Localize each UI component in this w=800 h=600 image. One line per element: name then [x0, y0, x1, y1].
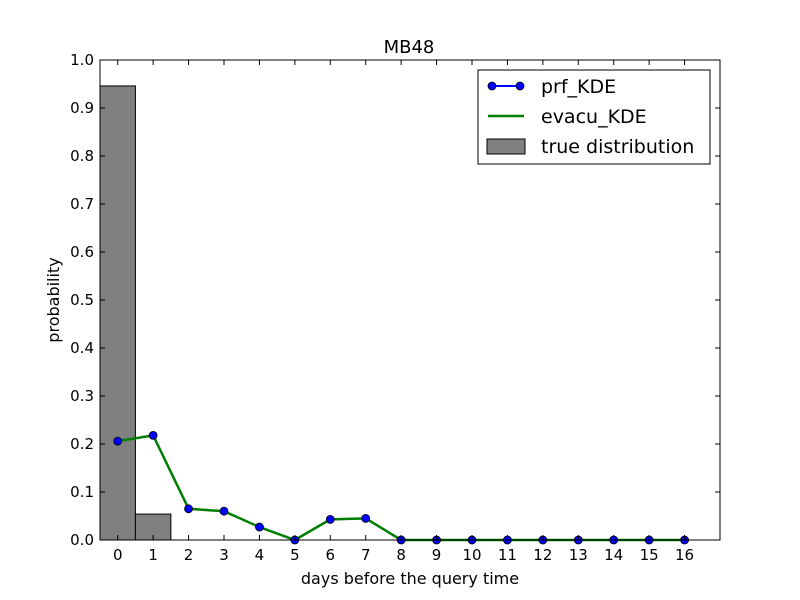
x-tick-label-16: 16	[675, 546, 694, 564]
x-tick-label-5: 5	[290, 546, 300, 564]
bars-layer	[99, 85, 172, 541]
x-tick-label-10: 10	[462, 546, 481, 564]
ticks-layer: 0 1 2 3 4 5 6 7 8 9 10 11 12 13 14 15 160.00.10.20.30.40…	[70, 51, 720, 564]
point-prf-kde-0	[113, 436, 123, 446]
x-tick-label-3: 3	[219, 546, 229, 564]
legend-true-distribution-swatch	[486, 138, 526, 155]
x-tick-label-9: 9	[432, 546, 442, 564]
legend-evacu-kde-label: evacu_KDE	[541, 106, 647, 128]
y-tick-label-0.6: 0.6	[70, 243, 94, 261]
x-tick-label-13: 13	[569, 546, 588, 564]
y-tick-label-1.0: 1.0	[70, 51, 94, 69]
x-tick-label-1: 1	[148, 546, 158, 564]
y-tick-label-0.3: 0.3	[70, 387, 94, 405]
legend-prf-kde-label: prf_KDE	[541, 76, 616, 98]
x-tick-label-0: 0	[113, 546, 123, 564]
x-tick-label-12: 12	[533, 546, 552, 564]
point-prf-kde-3	[219, 506, 229, 516]
y-tick-label-0.4: 0.4	[70, 339, 94, 357]
x-tick-label-2: 2	[184, 546, 194, 564]
x-tick-label-8: 8	[396, 546, 406, 564]
x-tick-label-14: 14	[604, 546, 623, 564]
y-tick-label-0.5: 0.5	[70, 291, 94, 309]
x-axis-label: days before the query time	[301, 569, 519, 588]
legend-prf-kde-marker-left	[487, 81, 497, 91]
x-tick-label-7: 7	[361, 546, 371, 564]
legend-true-distribution-label: true distribution	[541, 136, 694, 158]
x-tick-label-15: 15	[640, 546, 659, 564]
point-prf-kde-1	[148, 430, 158, 440]
bar-true-distribution-0	[99, 85, 136, 541]
y-tick-label-0.0: 0.0	[70, 531, 94, 549]
y-axis-label: probability	[44, 257, 63, 342]
legend: prf_KDE evacu_KDE true distribution	[477, 69, 711, 165]
y-tick-label-0.2: 0.2	[70, 435, 94, 453]
point-prf-kde-4	[255, 522, 264, 532]
x-tick-label-4: 4	[255, 546, 265, 564]
y-tick-label-0.8: 0.8	[70, 147, 94, 165]
x-tick-label-11: 11	[498, 546, 517, 564]
legend-prf-kde-marker-right	[515, 81, 525, 91]
y-tick-label-0.7: 0.7	[70, 195, 94, 213]
point-prf-kde-7	[361, 514, 371, 523]
point-prf-kde-6	[325, 514, 335, 524]
chart-title: MB48	[384, 37, 435, 58]
point-prf-kde-2	[184, 504, 193, 514]
x-tick-label-6: 6	[326, 546, 336, 564]
y-tick-label-0.1: 0.1	[70, 483, 94, 501]
y-tick-label-0.9: 0.9	[70, 99, 94, 117]
